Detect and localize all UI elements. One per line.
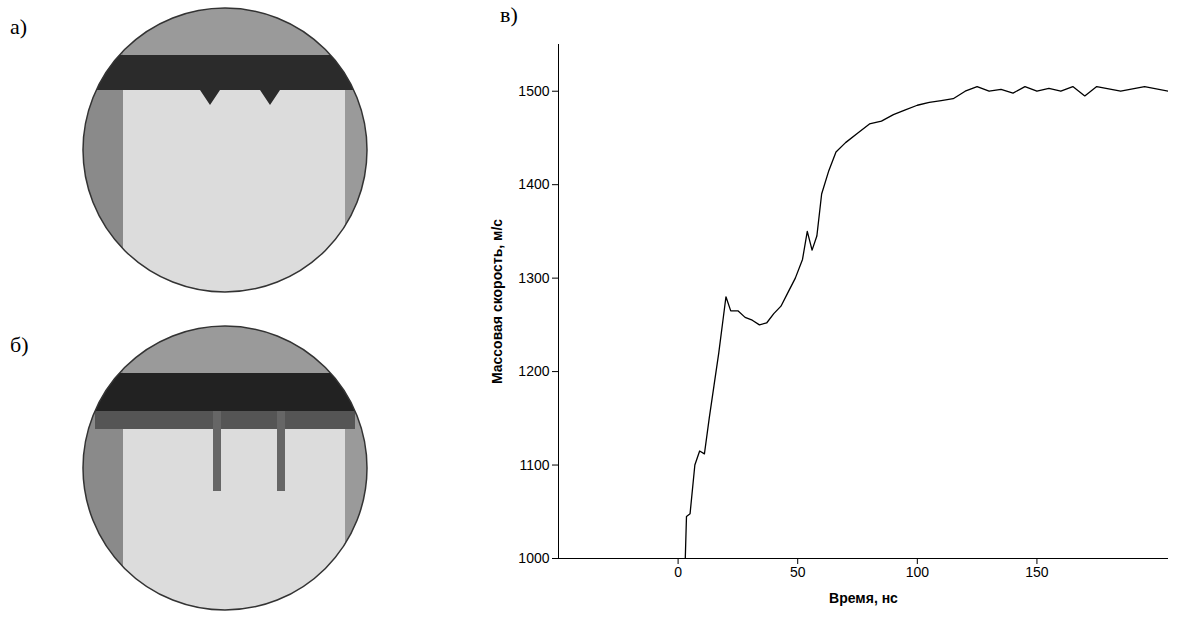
svg-text:Время, нс: Время, нс xyxy=(829,590,898,606)
svg-text:Массовая скорость, м/с: Массовая скорость, м/с xyxy=(489,219,505,384)
svg-text:1500: 1500 xyxy=(518,83,549,99)
svg-text:100: 100 xyxy=(906,564,930,580)
svg-text:50: 50 xyxy=(790,564,806,580)
html-text:в): в) xyxy=(500,2,518,27)
svg-text:1300: 1300 xyxy=(518,270,549,286)
svg-text:а): а) xyxy=(10,14,27,39)
svg-text:150: 150 xyxy=(1025,564,1049,580)
svg-text:б): б) xyxy=(10,332,29,357)
svg-text:1400: 1400 xyxy=(518,176,549,192)
svg-text:1000: 1000 xyxy=(518,550,549,566)
svg-text:1100: 1100 xyxy=(519,457,549,473)
svg-text:1200: 1200 xyxy=(518,363,549,379)
svg-text:0: 0 xyxy=(674,564,682,580)
